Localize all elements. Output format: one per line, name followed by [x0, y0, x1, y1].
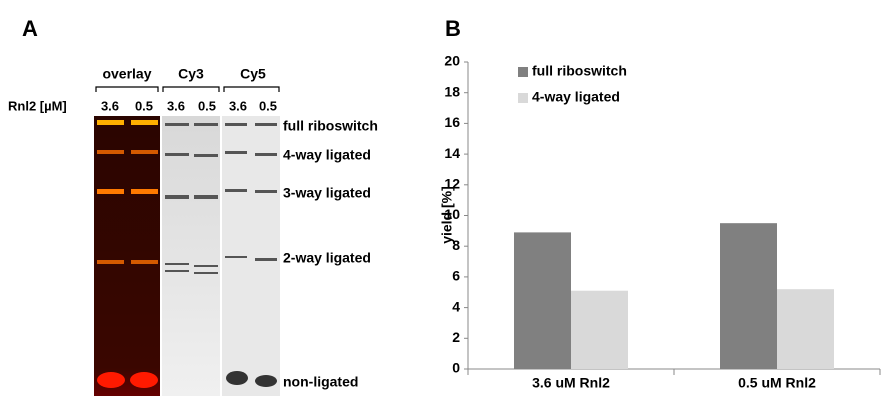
legend-label: full riboswitch	[532, 63, 627, 79]
lane-label: 0.5	[135, 98, 153, 113]
band-label: full riboswitch	[283, 118, 378, 134]
y-tick-label: 4	[452, 298, 460, 314]
brackets	[96, 87, 279, 92]
bar	[571, 291, 628, 369]
x-tick-label: 3.6 uM Rnl2	[532, 375, 610, 391]
y-tick-label: 18	[444, 83, 460, 99]
panel-label: A	[22, 16, 38, 41]
group-label: Cy3	[178, 66, 204, 82]
x-tick-label: 0.5 uM Rnl2	[738, 375, 816, 391]
gel	[94, 116, 280, 396]
y-tick-label: 20	[444, 53, 460, 69]
bar	[514, 232, 571, 369]
y-tick-label: 0	[452, 360, 460, 376]
bar	[777, 289, 834, 369]
y-tick-label: 6	[452, 268, 460, 284]
band-label: 3-way ligated	[283, 185, 371, 201]
y-tick-label: 2	[452, 329, 460, 345]
group-label: overlay	[102, 66, 151, 82]
row-label: Rnl2 [µM]	[8, 98, 67, 113]
lane-label: 3.6	[101, 98, 119, 113]
legend-swatch	[518, 93, 528, 103]
band-label: 4-way ligated	[283, 147, 371, 163]
legend-label: 4-way ligated	[532, 89, 620, 105]
y-tick-label: 10	[444, 206, 460, 222]
lane-label: 3.6	[167, 98, 185, 113]
lane-label: 0.5	[259, 98, 277, 113]
band-label: non-ligated	[283, 374, 358, 390]
bar	[720, 223, 777, 369]
panel-label: B	[445, 16, 461, 41]
y-tick-label: 14	[444, 145, 460, 161]
group-label: Cy5	[240, 66, 266, 82]
y-tick-label: 12	[444, 176, 460, 192]
lane-label: 0.5	[198, 98, 216, 113]
figure: A overlay Cy3 Cy5 Rnl2 [µM] 3.6 0.5 3.6 …	[0, 0, 895, 396]
y-tick-label: 16	[444, 114, 460, 130]
lane-label: 3.6	[229, 98, 247, 113]
y-tick-label: 8	[452, 237, 460, 253]
band-label: 2-way ligated	[283, 250, 371, 266]
legend-swatch	[518, 67, 528, 77]
